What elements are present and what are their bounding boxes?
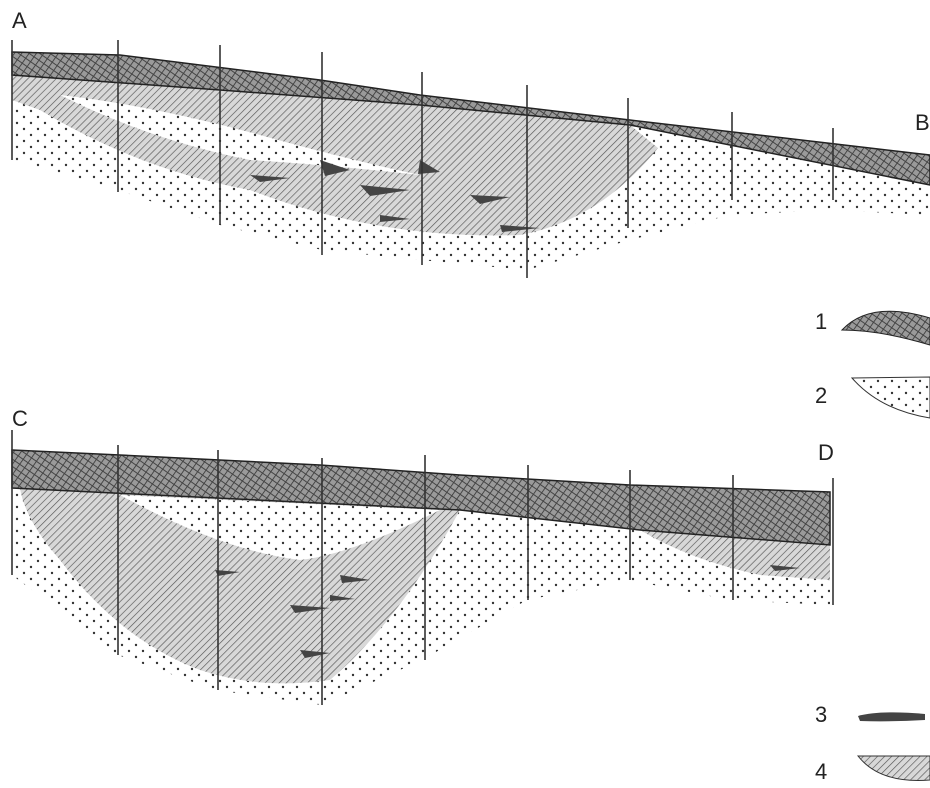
- dark-inclusions: [250, 160, 540, 232]
- section-cd: C D: [11, 406, 834, 705]
- legend-label: 3: [815, 702, 827, 727]
- legend-label: 1: [815, 309, 827, 334]
- legend-swatch-inclusion: [858, 712, 925, 722]
- section-start-label: C: [12, 406, 28, 431]
- legend-label: 2: [815, 383, 827, 408]
- section-start-label: A: [12, 8, 27, 33]
- boreholes: [11, 40, 834, 278]
- sand-lens: [60, 95, 420, 175]
- section-end-label: D: [818, 440, 834, 465]
- section-ab: A B: [11, 8, 930, 278]
- legend-label: 4: [815, 759, 827, 784]
- legend: 1 2 3 4: [815, 309, 930, 784]
- legend-swatch-crosshatch: [840, 310, 930, 346]
- surface-layer: [11, 51, 930, 186]
- boreholes: [11, 430, 834, 705]
- legend-swatch-hatch: [856, 755, 930, 781]
- legend-swatch-sand: [850, 376, 930, 419]
- surface-layer: [11, 449, 831, 546]
- sand-lens: [120, 495, 440, 560]
- section-end-label: B: [915, 110, 930, 135]
